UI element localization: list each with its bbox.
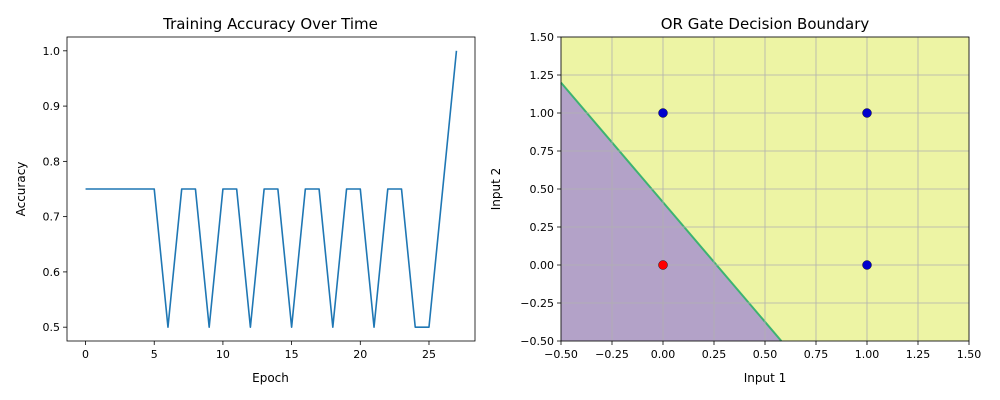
boundary-x-tick-label: 1.50 [957,348,982,361]
boundary-x-tick-label: 0.00 [651,348,676,361]
accuracy-x-tick-label: 10 [216,348,230,361]
boundary-x-tick-label: −0.50 [544,348,578,361]
accuracy-y-tick-label: 0.7 [43,211,61,224]
boundary-y-tick-label: 0.25 [530,221,555,234]
boundary-y-tick-label: −0.50 [520,335,554,348]
data-point-3 [862,108,872,118]
accuracy-plot-area: 0 5 10 15 20 25 0.5 0.6 0.7 0.8 0.9 1.0 [43,36,476,361]
boundary-x-tick-label: 0.25 [702,348,727,361]
accuracy-x-tick-label: 0 [82,348,89,361]
accuracy-x-tick-label: 20 [353,348,367,361]
accuracy-series-line-0 [85,50,458,328]
boundary-x-axis-label: Input 1 [744,371,787,385]
data-point-2 [862,260,872,270]
boundary-y-tick-label: 0.50 [530,183,555,196]
accuracy-y-tick-label: 0.5 [43,321,61,334]
boundary-y-tick-label: 0.75 [530,145,555,158]
accuracy-x-axis-label: Epoch [252,371,289,385]
accuracy-chart-title: Training Accuracy Over Time [162,15,378,33]
boundary-chart-title: OR Gate Decision Boundary [661,15,870,33]
boundary-y-tick-label: 1.00 [530,107,555,120]
accuracy-y-tick-label: 0.6 [43,266,61,279]
boundary-x-tick-label: 0.75 [804,348,829,361]
accuracy-y-tick-label: 1.0 [43,45,61,58]
accuracy-x-tick-label: 5 [151,348,158,361]
boundary-x-tick-label: −0.25 [595,348,629,361]
boundary-y-tick-label: 1.50 [530,31,555,44]
accuracy-axes-frame [66,36,476,342]
boundary-y-axis-label: Input 2 [489,168,503,211]
data-point-1 [658,108,668,118]
boundary-y-tick-label: −0.25 [520,297,554,310]
accuracy-chart: Training Accuracy Over Time 0 5 10 15 20 25 0.… [14,15,476,385]
boundary-x-tick-label: 1.00 [855,348,880,361]
accuracy-x-tick-label: 25 [422,348,436,361]
decision-boundary-line [560,81,783,342]
decision-boundary-chart: OR Gate Decision Boundary −0.50 −0.25 0.00… [489,15,981,385]
data-point-0 [658,260,668,270]
boundary-x-tick-label: 0.50 [753,348,778,361]
accuracy-y-axis-label: Accuracy [14,162,28,217]
boundary-y-tick-label: 0.00 [530,259,555,272]
accuracy-x-tick-label: 15 [285,348,299,361]
accuracy-y-tick-label: 0.9 [43,100,61,113]
boundary-y-tick-label: 1.25 [530,69,555,82]
accuracy-y-tick-label: 0.8 [43,155,61,168]
boundary-plot-area: −0.50 −0.25 0.00 0.25 0.50 0.75 1.00 1.25 1.50 −0… [520,31,981,361]
boundary-x-tick-label: 1.25 [906,348,931,361]
